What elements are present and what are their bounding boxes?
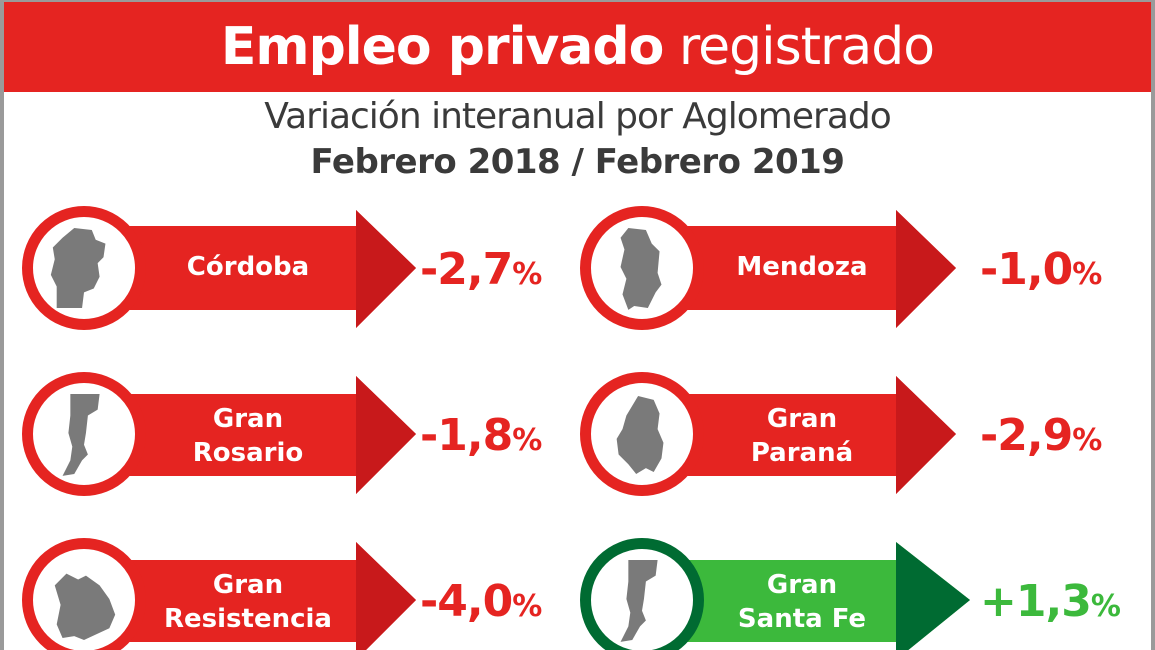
map-badge	[580, 538, 704, 650]
item-value: +1,3%	[980, 576, 1121, 627]
title-bold: Empleo privado	[220, 17, 664, 77]
map-badge	[22, 372, 146, 496]
mendoza-map-icon	[620, 228, 662, 310]
page-title: Empleo privado registrado	[220, 17, 935, 77]
item-value: -2,7%	[420, 244, 542, 295]
arrow-shape	[678, 210, 956, 328]
period: Febrero 2018 / Febrero 2019	[310, 142, 845, 182]
arrow-shape	[118, 210, 416, 328]
item-label: Mendoza	[736, 252, 868, 282]
aglomerado-item-mendoza: Mendoza -1,0%	[578, 206, 1155, 336]
subtitle: Variación interanual por Aglomerado	[264, 96, 892, 137]
aglomerado-item-cordoba: Córdoba -2,7%	[18, 206, 598, 336]
arrow-shape	[678, 376, 956, 494]
item-value: -1,8%	[420, 410, 542, 461]
map-badge	[22, 538, 146, 650]
aglomerado-item-gran-parana: Gran Paraná -2,9%	[578, 372, 1155, 502]
item-value: -2,9%	[980, 410, 1102, 461]
item-label: Gran Santa Fe	[737, 570, 867, 634]
map-badge	[22, 206, 146, 330]
santa-fe-map-icon	[620, 560, 658, 642]
cordoba-map-icon	[50, 228, 106, 308]
arrow-shape	[678, 542, 970, 650]
map-badge	[580, 206, 704, 330]
item-label: Gran Resistencia	[164, 570, 332, 634]
item-label: Córdoba	[186, 252, 310, 282]
map-badge	[580, 372, 704, 496]
aglomerado-item-gran-resistencia: Gran Resistencia -4,0%	[18, 538, 598, 650]
arrow-shape	[118, 542, 416, 650]
entre-rios-map-icon	[616, 395, 664, 474]
santa-fe-map-icon	[62, 394, 100, 476]
item-value: -1,0%	[980, 244, 1102, 295]
item-label: Gran Paraná	[750, 404, 854, 468]
title-banner: Empleo privado registrado	[4, 2, 1151, 92]
item-value: -4,0%	[420, 576, 542, 627]
aglomerado-item-gran-santa-fe: Gran Santa Fe +1,3%	[578, 538, 1155, 650]
item-label: Gran Rosario	[192, 404, 304, 468]
title-light: registrado	[678, 17, 935, 77]
chaco-map-icon	[54, 573, 116, 640]
arrow-shape	[118, 376, 416, 494]
aglomerado-item-gran-rosario: Gran Rosario -1,8%	[18, 372, 598, 502]
